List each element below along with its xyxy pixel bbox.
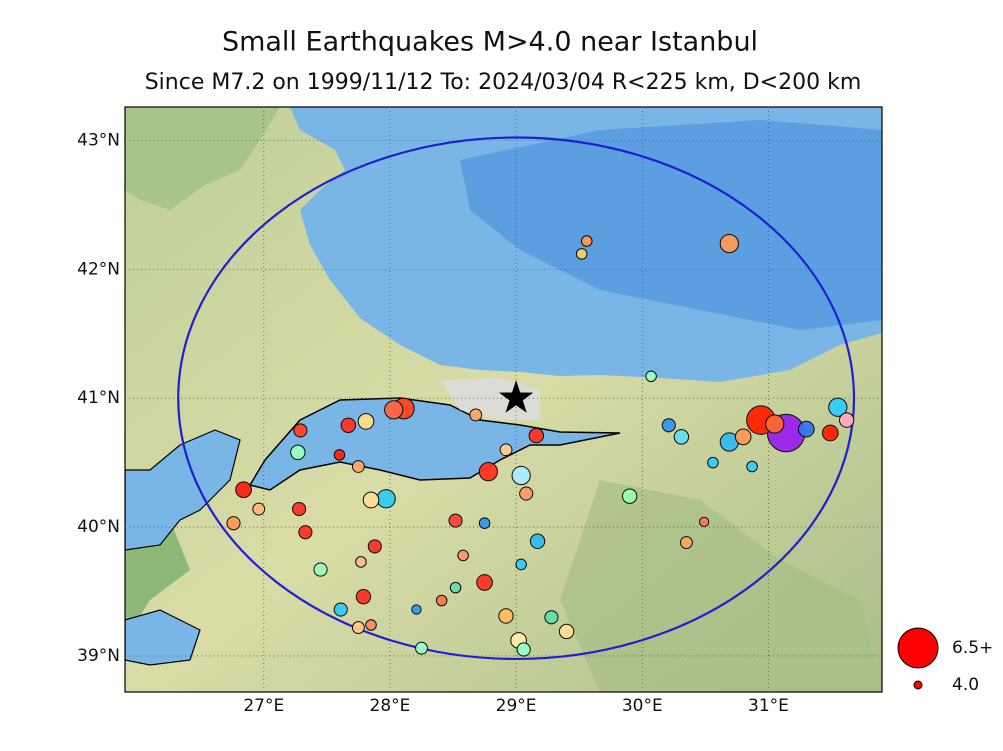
earthquake (499, 443, 513, 457)
aegean-sea (125, 429, 241, 551)
earthquake (226, 516, 241, 531)
earthquake (838, 412, 855, 428)
y-tick-label: 43°N (77, 131, 120, 151)
earthquake (478, 462, 498, 482)
earthquake (457, 549, 469, 562)
earthquake (734, 428, 752, 446)
earthquake (333, 449, 346, 461)
plot-frame (124, 106, 883, 693)
earthquake (365, 619, 377, 631)
terrain (560, 480, 882, 692)
earthquake (528, 427, 545, 444)
center-star (499, 380, 534, 413)
earthquake (411, 604, 422, 615)
deep-water (460, 120, 882, 330)
earthquake (765, 414, 785, 434)
earthquake (746, 460, 758, 473)
earthquake (384, 400, 404, 420)
earthquake (293, 423, 308, 438)
earthquake (621, 488, 638, 504)
earthquake (707, 456, 719, 469)
earthquake (476, 574, 493, 591)
plot-layer (125, 107, 882, 692)
earthquake (558, 623, 575, 640)
earthquake (333, 602, 348, 617)
earthquake (357, 413, 375, 430)
earthquake (292, 501, 307, 517)
earthquake (376, 489, 396, 509)
earthquake (719, 233, 739, 254)
earthquake (698, 516, 710, 528)
earthquake (515, 558, 527, 571)
y-tick-label: 39°N (77, 646, 120, 666)
x-tick-label: 28°E (370, 696, 411, 716)
y-tick-label: 41°N (77, 388, 120, 408)
earthquake (355, 588, 372, 605)
earthquake (469, 408, 483, 422)
legend-marker (913, 680, 923, 690)
x-tick-label: 27°E (243, 696, 284, 716)
terrain (125, 107, 280, 210)
earthquake (435, 594, 448, 607)
earthquake (351, 460, 365, 473)
earthquake (529, 533, 546, 549)
earthquake (449, 581, 462, 594)
earthquake (821, 424, 839, 442)
y-tick-label: 40°N (77, 517, 120, 537)
earthquake (516, 642, 531, 657)
x-tick-label: 30°E (622, 696, 663, 716)
earthquake (828, 397, 848, 417)
earthquake (235, 481, 252, 499)
earthquake (511, 465, 531, 486)
chart-title: Small Earthquakes M>4.0 near Istanbul (222, 27, 758, 58)
earthquake (580, 235, 593, 247)
earthquake (519, 486, 534, 501)
earthquake (367, 539, 382, 554)
earthquake (448, 513, 463, 528)
legend-label: 4.0 (952, 675, 979, 695)
earthquake (673, 429, 690, 445)
search-radius (177, 136, 856, 661)
earthquake (680, 536, 693, 549)
x-tick-label: 31°E (748, 696, 789, 716)
earthquake (415, 641, 428, 655)
earthquake (340, 417, 357, 433)
earthquake (478, 517, 491, 529)
earthquake (355, 556, 367, 568)
aegean-sea (125, 609, 201, 666)
legend-marker (897, 627, 939, 669)
basemap (125, 107, 882, 692)
earthquake (498, 608, 514, 624)
y-tick-label: 42°N (77, 259, 120, 279)
chart-subtitle: Since M7.2 on 1999/11/12 To: 2024/03/04 … (145, 70, 862, 95)
earthquake (645, 370, 657, 383)
earthquake (575, 248, 588, 260)
earthquake (298, 525, 313, 540)
earthquake (362, 491, 380, 509)
earthquake (290, 444, 306, 461)
x-tick-label: 29°E (496, 696, 537, 716)
legend-label: 6.5+ (952, 638, 993, 658)
earthquake (351, 621, 365, 634)
earthquake (313, 562, 328, 577)
earthquake (544, 610, 559, 625)
earthquake (797, 420, 815, 438)
earthquake (252, 502, 266, 516)
earthquake (661, 418, 676, 433)
